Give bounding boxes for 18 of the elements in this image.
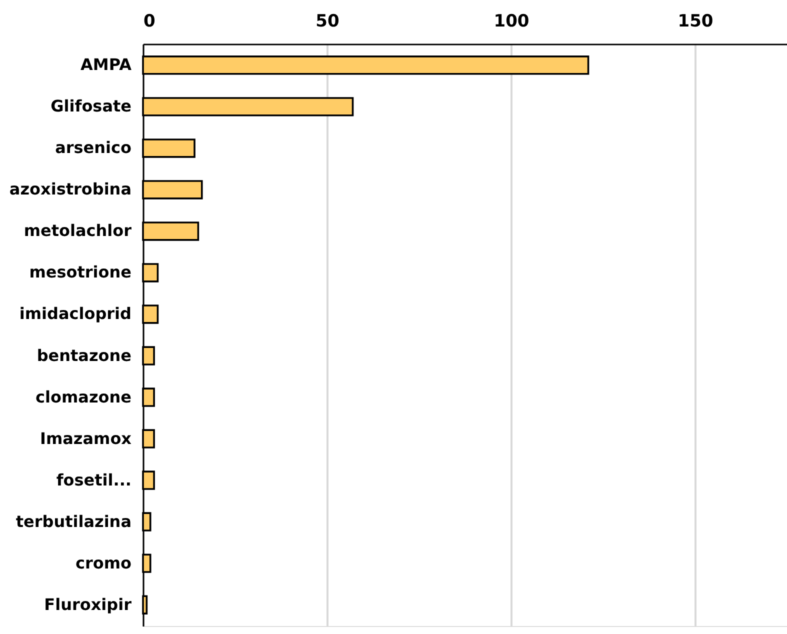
y-tick-label: fosetil... (56, 470, 132, 490)
x-tick-label: 150 (678, 12, 714, 32)
y-tick-label: mesotrione (29, 262, 132, 282)
y-tick-label: Fluroxipir (44, 594, 132, 614)
y-tick-label: AMPA (80, 55, 132, 74)
y-tick-label: Imazamox (40, 428, 132, 448)
y-tick-label: terbutilazina (16, 512, 132, 531)
x-tick-label: 0 (144, 12, 156, 32)
y-tick-label: imidacloprid (19, 304, 132, 324)
y-tick-label: clomazone (36, 387, 132, 406)
y-tick-label: metolachlor (24, 221, 132, 240)
y-tick-label: arsenico (55, 138, 132, 158)
y-tick-label: azoxistrobina (9, 180, 132, 199)
y-tick-label: cromo (75, 553, 132, 572)
y-tick-label: Glifosate (50, 96, 132, 116)
x-tick-label: 50 (316, 12, 340, 32)
x-tick-label: 100 (494, 12, 530, 32)
y-tick-label: bentazone (36, 346, 132, 365)
